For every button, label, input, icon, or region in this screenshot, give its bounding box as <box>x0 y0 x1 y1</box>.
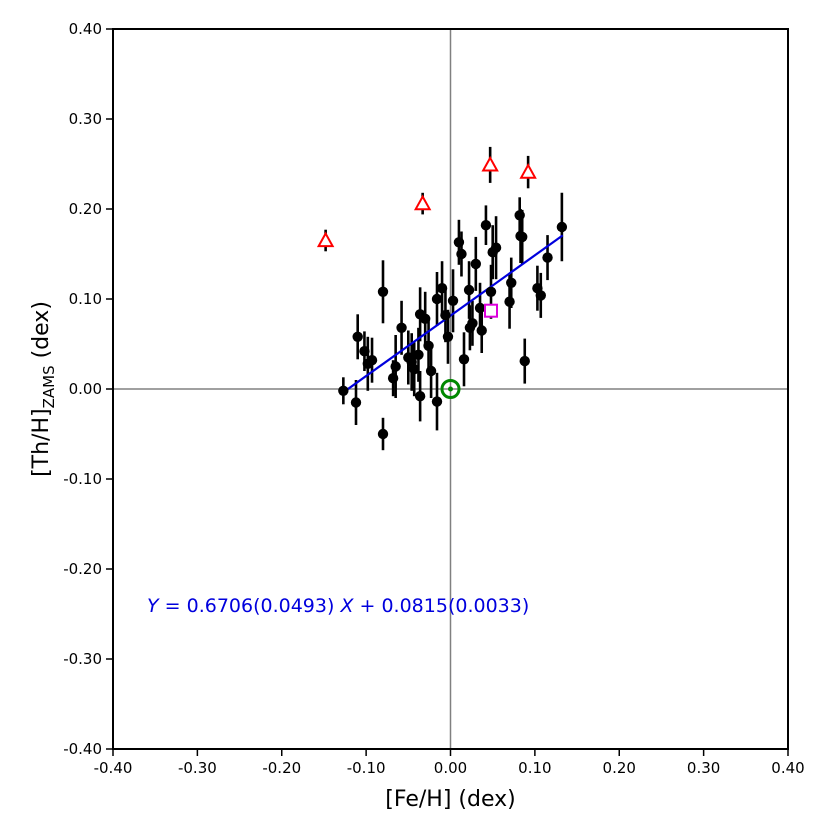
data-point <box>467 318 478 329</box>
y-tick-label: 0.10 <box>69 290 102 308</box>
data-point <box>431 293 443 305</box>
data-point <box>519 355 530 367</box>
equation-part-2: + 0.0815(0.0033) <box>353 595 529 617</box>
data-point <box>414 391 426 402</box>
y-axis-label-subscript: ZAMS <box>40 365 58 408</box>
data-point <box>542 252 553 263</box>
x-tick-label: 0.10 <box>518 759 551 777</box>
data-point <box>453 237 465 248</box>
data-point <box>377 286 389 297</box>
y-tick-label: -0.30 <box>63 650 102 668</box>
y-axis-label: [Th/H]ZAMS (dex) <box>29 301 58 477</box>
fit-line-group <box>342 234 564 394</box>
x-tick-label: 0.40 <box>771 759 804 777</box>
square-point <box>484 303 498 318</box>
data-point <box>442 331 454 342</box>
x-tick-label: 0.00 <box>434 759 467 777</box>
equation-y-var: Y <box>147 595 160 617</box>
x-tick-label: -0.10 <box>347 759 386 777</box>
data-point <box>504 296 515 307</box>
y-tick-label: 0.30 <box>69 110 102 128</box>
triangle-point <box>413 194 432 211</box>
y-tick-label: -0.10 <box>63 470 102 488</box>
data-point <box>409 364 420 375</box>
data-point <box>514 210 525 221</box>
data-point <box>456 248 467 260</box>
y-tick-label: 0.40 <box>69 20 102 38</box>
x-axis-label: [Fe/H] (dex) <box>385 787 515 812</box>
data-point <box>506 277 517 288</box>
data-point <box>338 385 349 396</box>
sun-symbol-ring <box>440 379 461 399</box>
x-tick-label: 0.30 <box>687 759 720 777</box>
data-point <box>490 242 502 253</box>
data-point <box>359 346 370 357</box>
data-point <box>447 295 459 306</box>
data-points <box>316 155 568 440</box>
sun-symbol-dot <box>448 386 453 392</box>
data-point <box>476 325 487 336</box>
data-point <box>425 365 437 377</box>
data-point <box>419 313 431 324</box>
data-point <box>556 221 568 233</box>
data-point <box>431 396 443 407</box>
data-point <box>463 284 475 296</box>
axis-ticks: -0.40 -0.30 -0.20 -0.10 0.00 0.10 0.20 0.30 0.40… <box>63 20 805 777</box>
data-point <box>350 397 362 408</box>
triangle-point <box>481 155 499 172</box>
y-tick-label: 0.00 <box>69 380 102 398</box>
y-tick-label: -0.40 <box>63 740 102 758</box>
data-point <box>480 220 492 231</box>
y-axis-label-suffix: (dex) <box>29 301 54 365</box>
triangle-point <box>519 163 537 179</box>
x-tick-label: 0.20 <box>603 759 636 777</box>
data-point <box>440 310 451 321</box>
data-point <box>387 373 399 384</box>
data-point <box>436 283 448 294</box>
data-point <box>458 354 470 365</box>
triangle-point <box>316 231 335 248</box>
data-point <box>485 286 497 297</box>
y-tick-label: -0.20 <box>63 560 102 578</box>
fit-line <box>342 234 564 394</box>
data-point <box>423 340 434 351</box>
equation-part-1: = 0.6706(0.0493) <box>159 595 341 617</box>
x-tick-label: -0.20 <box>262 759 301 777</box>
data-point <box>377 428 389 440</box>
fit-equation: Y = 0.6706(0.0493) X + 0.0815(0.0033) <box>147 595 529 617</box>
x-tick-label: -0.40 <box>94 759 133 777</box>
data-point <box>413 349 424 360</box>
data-point <box>517 231 528 243</box>
plot-frame <box>112 28 789 750</box>
data-point <box>535 290 546 301</box>
data-point <box>366 355 378 366</box>
data-point <box>396 322 407 333</box>
data-point <box>352 331 363 342</box>
data-point <box>470 258 482 270</box>
data-point <box>474 302 486 314</box>
equation-x-var: X <box>339 595 354 617</box>
data-point <box>390 361 401 372</box>
x-tick-label: -0.30 <box>178 759 217 777</box>
y-tick-label: 0.20 <box>69 200 102 218</box>
y-axis-label-main: [Th/H] <box>29 408 54 477</box>
